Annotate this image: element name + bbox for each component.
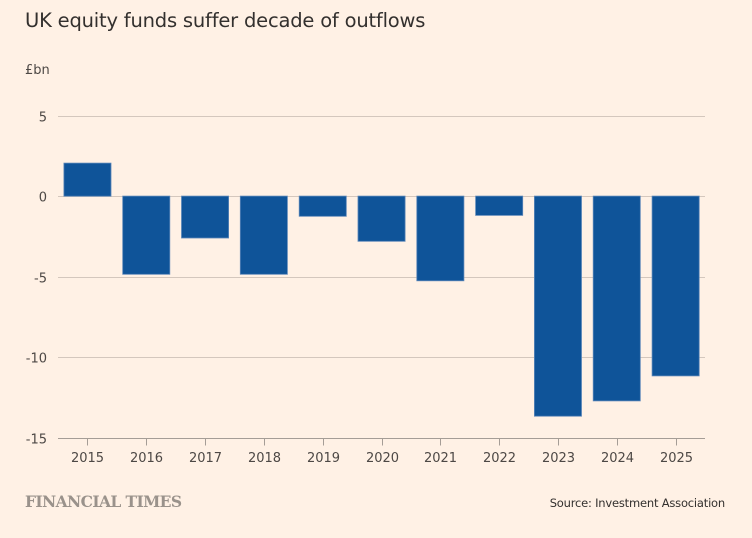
bar-2024: [592, 195, 641, 402]
x-tick-label: 2015: [71, 451, 104, 466]
x-tick-label: 2024: [601, 451, 634, 466]
bar-2016: [122, 195, 171, 275]
bars: [63, 162, 700, 417]
x-tick-label: 2019: [307, 451, 340, 466]
bar-2019: [298, 195, 347, 217]
bar-2018: [239, 195, 288, 275]
x-tick-label: 2020: [366, 451, 399, 466]
y-tick-label: -10: [26, 352, 47, 367]
x-tick-label: 2017: [189, 451, 222, 466]
financial-times-logo: FINANCIAL TIMES: [25, 492, 182, 511]
y-axis-unit-label: £bn: [25, 63, 50, 78]
bar-2025: [651, 195, 700, 377]
y-tick-label: 5: [39, 111, 47, 126]
chart-title: UK equity funds suffer decade of outflow…: [25, 9, 426, 32]
x-tick-label: 2016: [130, 451, 163, 466]
bar-2022: [475, 195, 524, 216]
y-tick-label: -15: [26, 433, 47, 448]
x-tick-label: 2025: [660, 451, 693, 466]
bar-2023: [534, 195, 582, 417]
x-tick-label: 2021: [424, 451, 457, 466]
bar-2015: [63, 162, 112, 197]
bar-2021: [416, 195, 465, 282]
x-tick-label: 2023: [542, 451, 575, 466]
bar-2017: [181, 195, 229, 239]
x-axis: 2015 2016 2017 2018 2019 2020 2021 2022 2023 2024…: [58, 438, 705, 466]
x-tick-label: 2022: [483, 451, 516, 466]
y-tick-label: 0: [39, 191, 47, 206]
bar-2020: [357, 195, 406, 242]
x-tick-label: 2018: [248, 451, 281, 466]
y-axis-ticks: 5 0 -5 -10 -15: [26, 111, 47, 448]
y-tick-label: -5: [34, 272, 47, 287]
source-note: Source: Investment Association: [549, 496, 726, 510]
